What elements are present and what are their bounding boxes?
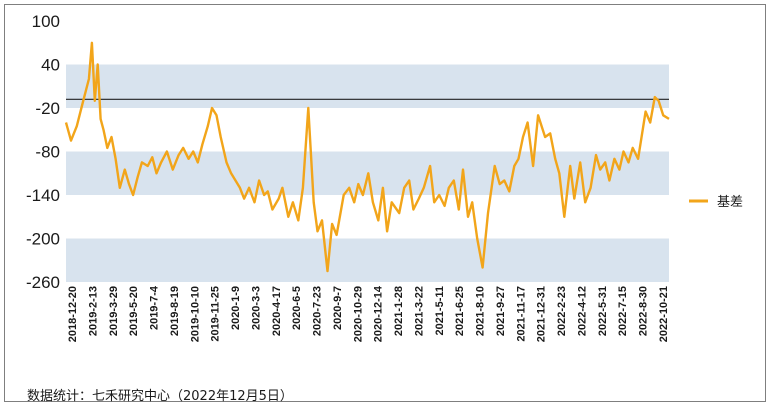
x-tick-label: 2021-12-31: [536, 286, 548, 342]
x-tick-label: 2020-10-29: [352, 286, 364, 342]
x-tick-label: 2021-6-25: [454, 286, 466, 336]
x-tick-label: 2018-12-20: [67, 286, 79, 342]
x-tick-label: 2021-8-10: [475, 286, 487, 336]
x-tick-label: 2021-11-17: [515, 286, 527, 342]
x-tick-label: 2022-5-31: [597, 286, 609, 336]
y-tick-label: -20: [35, 99, 60, 118]
series-line-basis: [64, 41, 670, 273]
x-tick-label: 2020-9-7: [332, 286, 344, 330]
x-tick-label: 2020-3-3: [250, 286, 262, 330]
x-tick-label: 2020-12-14: [373, 285, 385, 342]
x-tick-label: 2019-2-13: [87, 286, 99, 336]
x-tick-label: 2019-10-10: [189, 286, 201, 342]
data-source-note: 数据统计：七禾研究中心（2022年12月5日）: [27, 389, 293, 404]
shaded-band: [66, 64, 669, 108]
series-layer: [64, 41, 670, 273]
x-tick-label: 2020-1-9: [230, 286, 242, 330]
x-tick-label: 2019-8-19: [169, 286, 181, 336]
x-tick-label: 2022-2-23: [556, 286, 568, 336]
x-tick-label: 2020-4-17: [271, 286, 283, 336]
x-tick-label: 2019-7-4: [149, 285, 161, 330]
x-tick-label: 2022-8-30: [638, 286, 650, 336]
y-tick-label: 100: [32, 12, 60, 31]
basis-line-chart: 100 40 -20 -80 -140 -200 -260 2018-12-20 2019-2…: [26, 12, 743, 342]
x-tick-label: 2022-7-15: [617, 286, 629, 336]
x-tick-label: 2021-1-28: [393, 286, 405, 336]
y-tick-label: -140: [26, 186, 60, 205]
x-tick-label: 2022-10-21: [658, 286, 670, 342]
x-tick-label: 2019-5-20: [128, 286, 140, 336]
y-tick-label: 40: [41, 56, 60, 75]
legend-label: 基差: [717, 195, 743, 210]
x-tick-label: 2019-11-25: [210, 286, 222, 342]
y-tick-label: -260: [26, 273, 60, 292]
x-axis: 2018-12-20 2019-2-13 2019-3-29 2019-5-20 201…: [67, 285, 670, 342]
shaded-band: [66, 238, 669, 282]
legend: 基差: [689, 195, 743, 210]
x-tick-label: 2020-7-23: [312, 286, 324, 336]
x-tick-label: 2021-3-22: [413, 286, 425, 336]
x-tick-label: 2022-4-12: [576, 286, 588, 336]
y-axis: 100 40 -20 -80 -140 -200 -260: [26, 12, 60, 292]
x-tick-label: 2019-3-29: [108, 286, 120, 336]
x-tick-label: 2021-5-11: [434, 286, 446, 336]
y-tick-label: -80: [35, 143, 60, 162]
x-tick-label: 2021-9-27: [495, 286, 507, 336]
chart-frame: 100 40 -20 -80 -140 -200 -260 2018-12-20 2019-2…: [4, 4, 766, 404]
x-tick-label: 2020-6-5: [291, 286, 303, 330]
y-tick-label: -200: [26, 230, 60, 249]
